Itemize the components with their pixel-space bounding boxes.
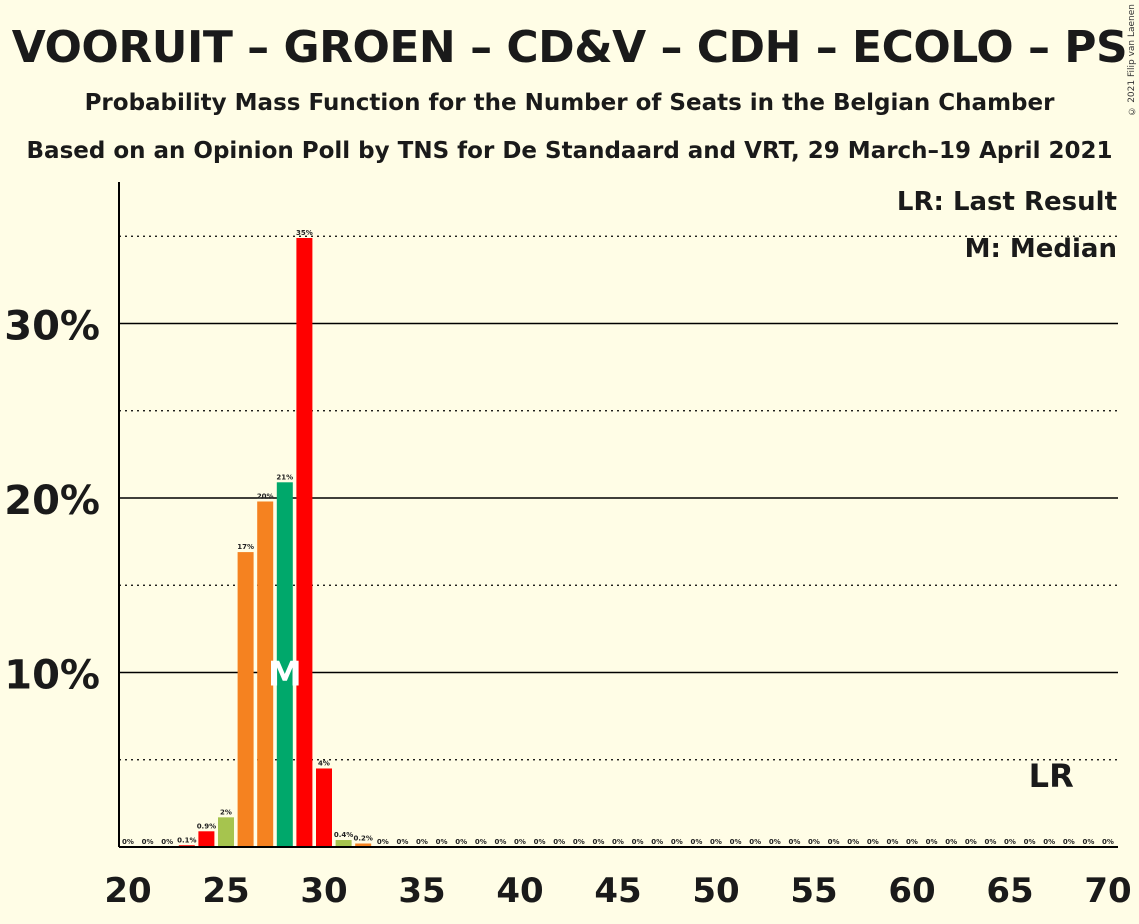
bar-value-label: 0% bbox=[847, 838, 859, 846]
bar-value-label: 0% bbox=[534, 838, 546, 846]
bar-value-label: 0% bbox=[122, 838, 134, 846]
bar-value-label: 0% bbox=[396, 838, 408, 846]
bar-value-label: 0% bbox=[749, 838, 761, 846]
bar-value-label: 0% bbox=[612, 838, 624, 846]
bar-value-label: 0% bbox=[828, 838, 840, 846]
bar-value-label: 0% bbox=[965, 838, 977, 846]
y-tick-label: 10% bbox=[4, 653, 100, 699]
bar-value-label: 0% bbox=[377, 838, 389, 846]
bar-value-label: 0% bbox=[161, 838, 173, 846]
bar-value-label: 0% bbox=[671, 838, 683, 846]
x-tick-label: 35 bbox=[398, 871, 445, 911]
bar-value-label: 0% bbox=[573, 838, 585, 846]
x-tick-label: 40 bbox=[496, 871, 543, 911]
bar-value-label: 0% bbox=[984, 838, 996, 846]
x-tick-label: 30 bbox=[300, 871, 347, 911]
bar-value-label: 0% bbox=[1102, 838, 1114, 846]
bar-value-label: 20% bbox=[257, 492, 274, 500]
bar bbox=[355, 843, 372, 847]
y-tick-label: 20% bbox=[4, 478, 100, 524]
bar-value-label: 0% bbox=[710, 838, 722, 846]
x-tick-label: 70 bbox=[1084, 871, 1131, 911]
bar-value-label: 0% bbox=[1004, 838, 1016, 846]
bar-value-label: 35% bbox=[296, 229, 313, 237]
bar-value-label: 0% bbox=[142, 838, 154, 846]
bar-value-label: 0% bbox=[592, 838, 604, 846]
x-tick-label: 45 bbox=[594, 871, 641, 911]
bar bbox=[316, 768, 332, 847]
last-result-marker: LR bbox=[1029, 757, 1074, 795]
bar-value-label: 0% bbox=[455, 838, 467, 846]
bar-value-label: 0% bbox=[730, 838, 742, 846]
x-tick-label: 60 bbox=[888, 871, 935, 911]
chart-source-line: Based on an Opinion Poll by TNS for De S… bbox=[26, 138, 1113, 164]
bar bbox=[335, 840, 352, 847]
bar-value-label: 0% bbox=[788, 838, 800, 846]
bar-value-label: 0.1% bbox=[177, 836, 196, 844]
x-tick-label: 55 bbox=[790, 871, 837, 911]
bar-value-label: 21% bbox=[276, 473, 293, 481]
bar-value-label: 0% bbox=[632, 838, 644, 846]
x-tick-label: 25 bbox=[202, 871, 249, 911]
bar-value-label: 0% bbox=[1043, 838, 1055, 846]
bar bbox=[296, 237, 313, 847]
bar-value-label: 0% bbox=[436, 838, 448, 846]
x-tick-label: 20 bbox=[104, 871, 151, 911]
chart-title: VOORUIT – GROEN – CD&V – CDH – ECOLO – P… bbox=[11, 22, 1128, 73]
bar bbox=[218, 817, 234, 847]
bar-value-label: 0% bbox=[416, 838, 428, 846]
y-tick-label: 30% bbox=[4, 304, 100, 350]
bar-value-label: 0% bbox=[494, 838, 506, 846]
bar-value-label: 0% bbox=[1024, 838, 1036, 846]
x-tick-label: 50 bbox=[692, 871, 739, 911]
bar-value-label: 0.4% bbox=[334, 831, 353, 839]
bar-value-label: 0% bbox=[553, 838, 565, 846]
bar-value-label: 0% bbox=[906, 838, 918, 846]
bar-value-label: 2% bbox=[220, 808, 232, 816]
bar-value-label: 0% bbox=[926, 838, 938, 846]
bar-value-label: 0% bbox=[514, 838, 526, 846]
bar-value-label: 17% bbox=[237, 543, 254, 551]
bar-value-label: 0% bbox=[886, 838, 898, 846]
x-tick-label: 65 bbox=[986, 871, 1033, 911]
bar-value-label: 0.2% bbox=[353, 835, 372, 843]
median-marker: M bbox=[268, 655, 302, 695]
bar bbox=[237, 552, 254, 847]
bar-value-label: 4% bbox=[318, 759, 330, 767]
bar-value-label: 0% bbox=[1082, 838, 1094, 846]
bar-value-label: 0% bbox=[1063, 838, 1075, 846]
bar-value-label: 0% bbox=[808, 838, 820, 846]
legend-last-result: LR: Last Result bbox=[897, 187, 1117, 217]
bar-value-label: 0% bbox=[651, 838, 663, 846]
bar-value-label: 0% bbox=[945, 838, 957, 846]
bar-value-label: 0.9% bbox=[197, 822, 216, 830]
bar bbox=[198, 831, 215, 847]
bar-value-label: 0% bbox=[867, 838, 879, 846]
chart-subtitle: Probability Mass Function for the Number… bbox=[84, 90, 1055, 116]
bar bbox=[276, 482, 293, 847]
bar bbox=[257, 501, 274, 847]
legend-median: M: Median bbox=[965, 234, 1117, 264]
bar-value-label: 0% bbox=[690, 838, 702, 846]
bar-value-label: 0% bbox=[475, 838, 487, 846]
bar-value-label: 0% bbox=[769, 838, 781, 846]
